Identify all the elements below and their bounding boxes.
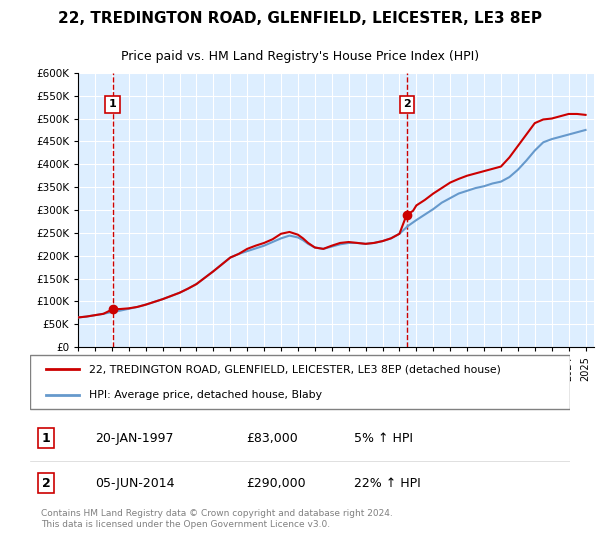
FancyBboxPatch shape — [30, 355, 570, 409]
Text: 1: 1 — [42, 432, 50, 445]
Text: 22, TREDINGTON ROAD, GLENFIELD, LEICESTER, LE3 8EP (detached house): 22, TREDINGTON ROAD, GLENFIELD, LEICESTE… — [89, 364, 501, 374]
Text: 2: 2 — [42, 477, 50, 489]
Text: 20-JAN-1997: 20-JAN-1997 — [95, 432, 173, 445]
Text: £83,000: £83,000 — [246, 432, 298, 445]
Text: 05-JUN-2014: 05-JUN-2014 — [95, 477, 175, 489]
Text: Contains HM Land Registry data © Crown copyright and database right 2024.
This d: Contains HM Land Registry data © Crown c… — [41, 509, 392, 529]
Text: 22, TREDINGTON ROAD, GLENFIELD, LEICESTER, LE3 8EP: 22, TREDINGTON ROAD, GLENFIELD, LEICESTE… — [58, 11, 542, 26]
Text: 2: 2 — [403, 99, 410, 109]
Text: 22% ↑ HPI: 22% ↑ HPI — [354, 477, 421, 489]
Text: Price paid vs. HM Land Registry's House Price Index (HPI): Price paid vs. HM Land Registry's House … — [121, 50, 479, 63]
Text: £290,000: £290,000 — [246, 477, 305, 489]
Text: 5% ↑ HPI: 5% ↑ HPI — [354, 432, 413, 445]
Text: 1: 1 — [109, 99, 116, 109]
Text: HPI: Average price, detached house, Blaby: HPI: Average price, detached house, Blab… — [89, 390, 322, 400]
